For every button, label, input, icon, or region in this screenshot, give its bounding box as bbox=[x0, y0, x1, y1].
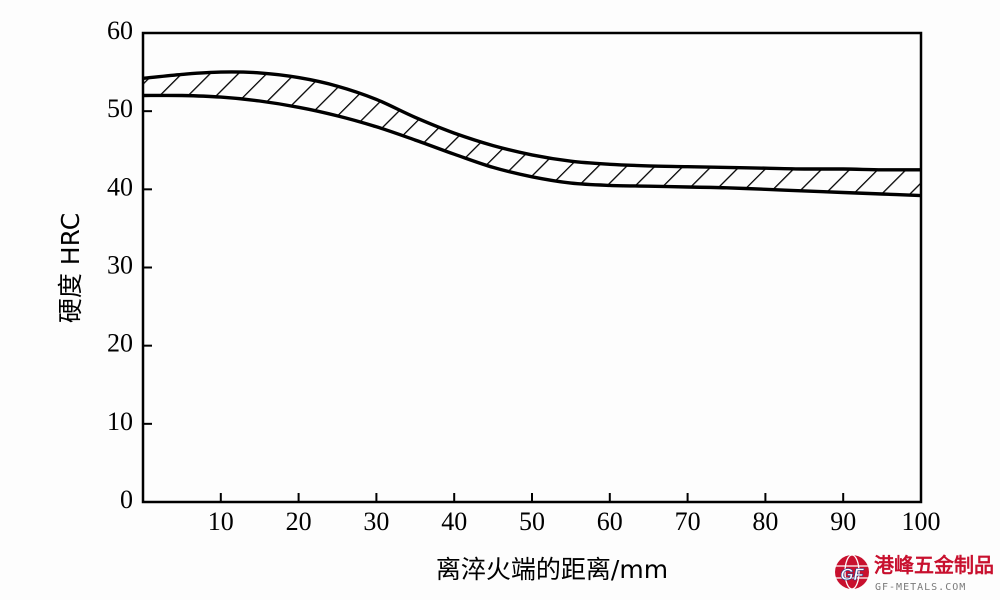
y-tick-label: 10 bbox=[107, 407, 133, 436]
y-tick-label: 50 bbox=[107, 94, 133, 123]
y-tick-label: 30 bbox=[107, 250, 133, 279]
x-tick-label: 80 bbox=[752, 507, 778, 536]
y-tick-label: 60 bbox=[107, 16, 133, 45]
y-tick-label: 40 bbox=[107, 172, 133, 201]
plot-frame bbox=[141, 31, 923, 504]
y-tick-label: 20 bbox=[107, 329, 133, 358]
x-axis-ticks: 10 20 30 40 50 60 70 80 90 100 bbox=[208, 493, 941, 536]
globe-logo-icon: GF bbox=[835, 554, 869, 590]
y-axis-title: 硬度 HRC bbox=[56, 213, 85, 323]
watermark-en-text: GF-METALS.COM bbox=[875, 582, 966, 593]
hardness-band-fill bbox=[143, 71, 921, 196]
hardness-band-lower-line bbox=[142, 93, 922, 198]
hardness-band-upper-line bbox=[142, 70, 922, 172]
x-axis-title: 离淬火端的距离/mm bbox=[436, 555, 668, 584]
x-tick-label: 30 bbox=[363, 507, 389, 536]
x-tick-label: 90 bbox=[830, 507, 856, 536]
x-tick-label: 10 bbox=[208, 507, 234, 536]
x-tick-label: 100 bbox=[902, 507, 941, 536]
x-tick-label: 60 bbox=[597, 507, 623, 536]
logo-text: GF bbox=[840, 565, 864, 584]
x-tick-label: 70 bbox=[675, 507, 701, 536]
watermark-cn-text: 港峰五金制品 bbox=[874, 553, 994, 577]
x-tick-label: 50 bbox=[519, 507, 545, 536]
watermark: GF 港峰五金制品 GF-METALS.COM bbox=[835, 553, 994, 593]
y-tick-label: 0 bbox=[120, 485, 133, 514]
x-tick-label: 40 bbox=[441, 507, 467, 536]
x-tick-label: 20 bbox=[286, 507, 312, 536]
